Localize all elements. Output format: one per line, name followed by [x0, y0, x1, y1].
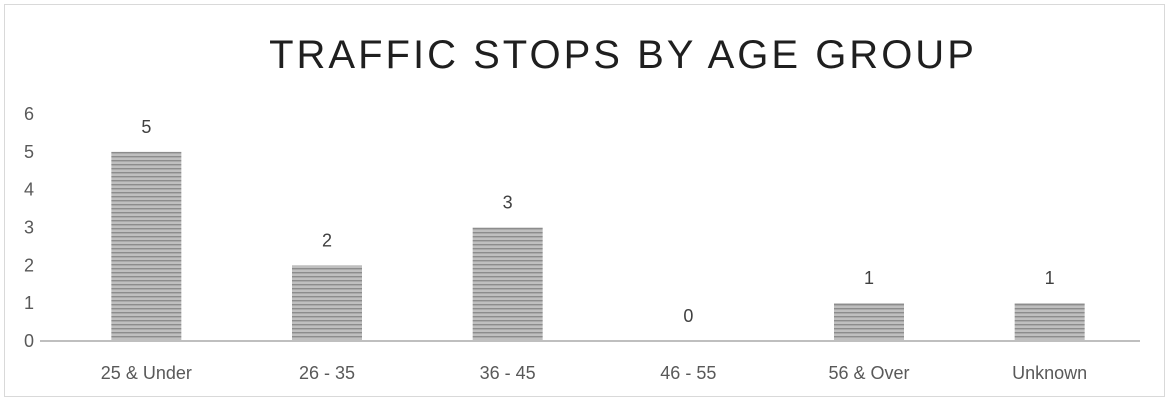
data-label: 3: [503, 193, 513, 213]
x-tick-label: 46 - 55: [660, 363, 716, 383]
chart-title: TRAFFIC STOPS BY AGE GROUP: [269, 33, 977, 77]
x-tick-label: 25 & Under: [101, 363, 192, 383]
data-label: 1: [864, 268, 874, 288]
bars-group: [111, 151, 1085, 341]
y-tick-label: 0: [24, 331, 34, 351]
data-label: 2: [322, 230, 332, 250]
y-tick-label: 2: [24, 255, 34, 275]
y-axis: 0 1 2 3 4 5 6: [24, 104, 34, 351]
y-tick-label: 1: [24, 293, 34, 313]
x-tick-label: Unknown: [1012, 363, 1087, 383]
y-tick-label: 3: [24, 218, 34, 238]
x-tick-label: 56 & Over: [828, 363, 909, 383]
bar: [111, 151, 182, 341]
data-label: 0: [683, 306, 693, 326]
bar: [1014, 303, 1085, 341]
x-tick-label: 36 - 45: [480, 363, 536, 383]
y-tick-label: 4: [24, 180, 34, 200]
bar: [472, 227, 543, 341]
data-label: 1: [1045, 268, 1055, 288]
x-axis: 25 & Under 26 - 35 36 - 45 46 - 55 56 & Over…: [101, 363, 1087, 383]
y-tick-label: 6: [24, 104, 34, 124]
y-tick-label: 5: [24, 142, 34, 162]
x-tick-label: 26 - 35: [299, 363, 355, 383]
chart-container: [4, 4, 1165, 397]
bar: [834, 303, 904, 341]
data-label: 5: [141, 117, 151, 137]
data-labels-group: 5 2 3 0 1 1: [141, 117, 1054, 326]
bar: [292, 265, 362, 341]
